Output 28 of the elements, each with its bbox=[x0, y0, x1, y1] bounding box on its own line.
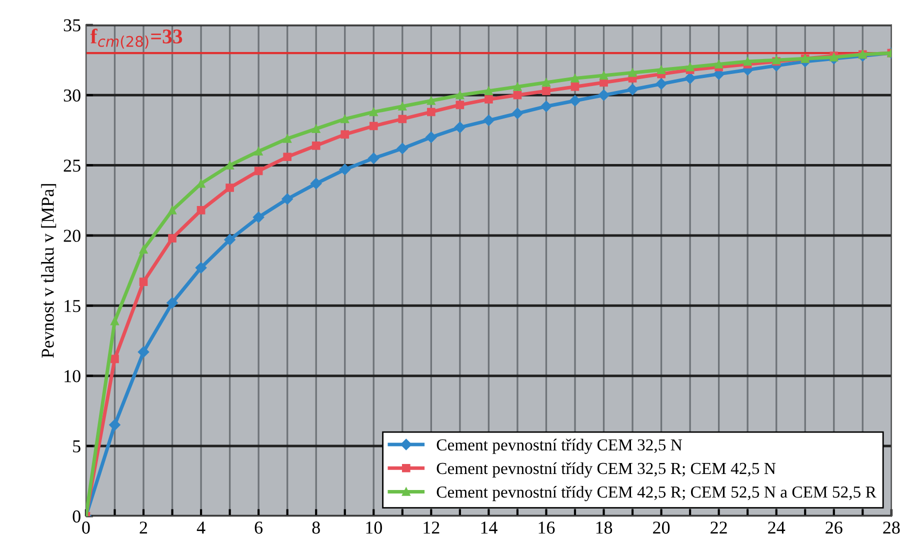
x-tick-label: 0 bbox=[82, 522, 90, 534]
x-tick-label: 2 bbox=[140, 522, 148, 534]
y-tick-label: 35 bbox=[64, 19, 80, 32]
y-tick-label: 30 bbox=[64, 89, 80, 102]
x-tick-label: 16 bbox=[538, 522, 555, 534]
x-tick-label: 24 bbox=[768, 522, 786, 534]
x-tick-label: 26 bbox=[826, 522, 842, 534]
x-tick-label: 4 bbox=[196, 522, 206, 534]
legend-label: Cement pevnostní třídy CEM 32,5 N bbox=[436, 438, 682, 454]
x-tick-label: 18 bbox=[596, 522, 612, 534]
x-tick-label: 8 bbox=[312, 522, 320, 534]
legend-label: Cement pevnostní třídy CEM 32,5 R; CEM 42,5 N bbox=[436, 462, 776, 478]
x-tick-label: 10 bbox=[366, 522, 382, 534]
y-tick-label: 0 bbox=[72, 510, 80, 523]
x-tick-label: 12 bbox=[424, 522, 440, 534]
y-tick-label: 5 bbox=[73, 440, 80, 452]
x-tick-label: 22 bbox=[710, 522, 727, 534]
x-tick-label: 14 bbox=[481, 522, 498, 534]
x-tick-label: 6 bbox=[254, 522, 263, 534]
legend-label: Cement pevnostní třídy CEM 42,5 R; CEM 52,5 N a CEM 52,5 R bbox=[436, 486, 876, 502]
x-tick-label: 28 bbox=[883, 522, 900, 534]
ref-line-label: f$_{cm(28)}$=33 bbox=[90, 28, 182, 49]
x-tick-label: 20 bbox=[653, 522, 670, 534]
y-tick-label: 25 bbox=[64, 160, 80, 172]
y-tick-label: 10 bbox=[64, 370, 80, 382]
y-axis-title: Pevnost v tlaku v [MPa] bbox=[41, 184, 56, 358]
y-tick-label: 20 bbox=[64, 230, 80, 242]
y-tick-label: 15 bbox=[64, 300, 80, 312]
